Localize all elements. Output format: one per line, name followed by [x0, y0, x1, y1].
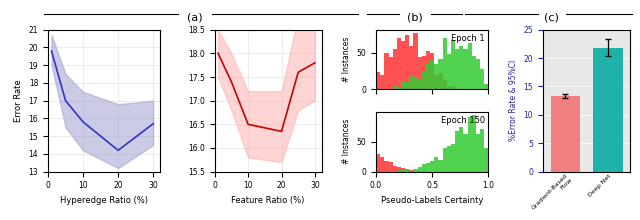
Polygon shape — [376, 33, 488, 89]
Polygon shape — [376, 154, 488, 172]
Text: (a): (a) — [188, 12, 203, 22]
Text: Epoch 1: Epoch 1 — [451, 34, 485, 43]
X-axis label: Feature Ratio (%): Feature Ratio (%) — [232, 196, 305, 205]
X-axis label: Hyperedge Ratio (%): Hyperedge Ratio (%) — [60, 196, 148, 205]
Y-axis label: # Instances: # Instances — [342, 119, 351, 165]
Text: Epoch 150: Epoch 150 — [441, 116, 485, 125]
Text: (c): (c) — [544, 12, 559, 22]
Bar — [593, 48, 623, 172]
X-axis label: Pseudo-Labels Certainty: Pseudo-Labels Certainty — [381, 196, 483, 205]
Polygon shape — [376, 38, 488, 89]
Y-axis label: # Instances: # Instances — [342, 37, 351, 82]
Text: (b): (b) — [407, 12, 422, 22]
Y-axis label: %Error Rate & 95%CI: %Error Rate & 95%CI — [509, 60, 518, 141]
Y-axis label: Error Rate: Error Rate — [14, 79, 23, 122]
Polygon shape — [376, 115, 488, 172]
Bar — [550, 96, 580, 172]
